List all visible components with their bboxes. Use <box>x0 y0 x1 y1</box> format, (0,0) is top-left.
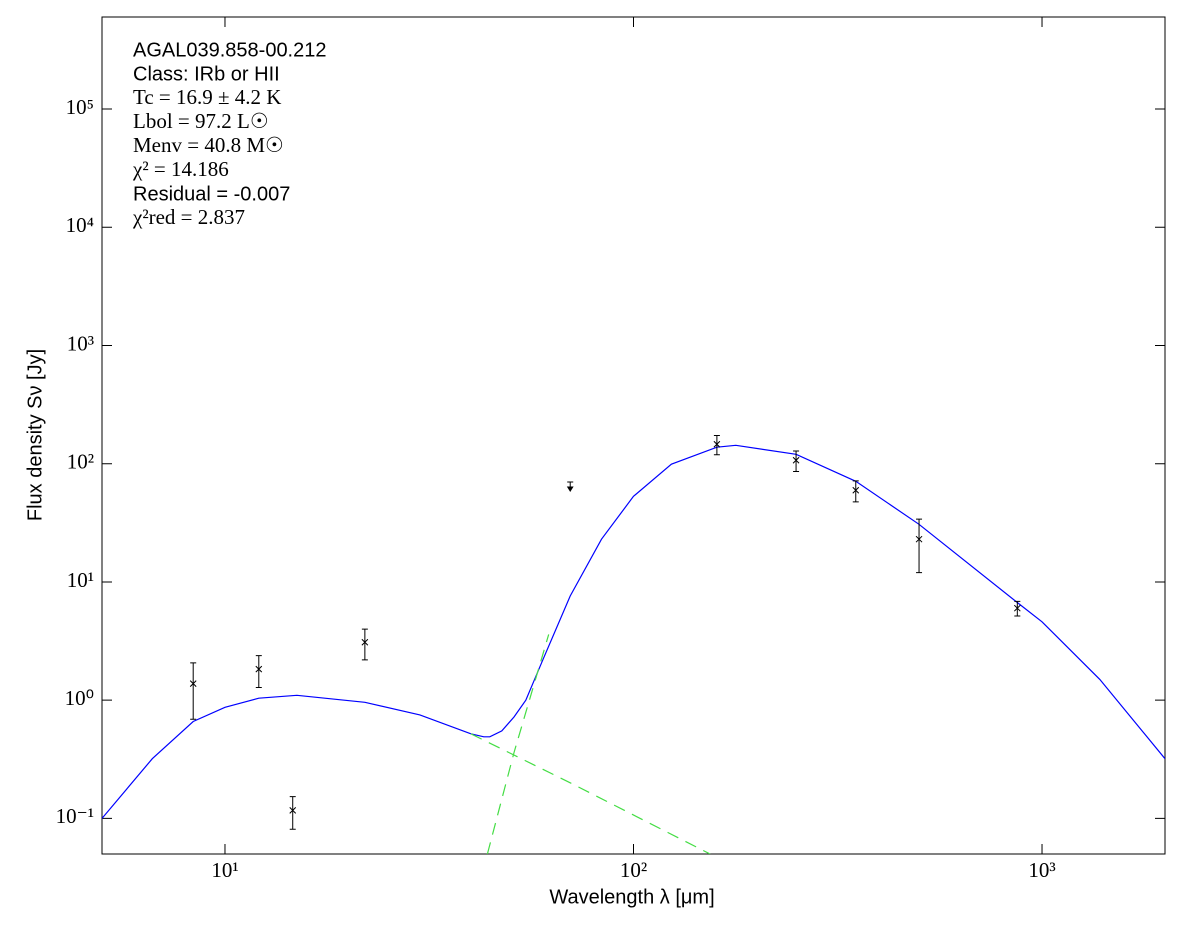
y-tick-label: 10⁵ <box>66 95 94 119</box>
annotation: Menv = 40.8 M☉ <box>133 133 284 157</box>
data-point <box>189 680 197 687</box>
annotation: χ² = 14.186 <box>132 157 229 181</box>
annotation: AGAL039.858-00.212 <box>133 39 327 61</box>
y-tick-label: 10⁴ <box>66 213 94 237</box>
error-bar <box>361 628 368 661</box>
error-bar <box>255 655 262 688</box>
y-tick-label: 10³ <box>67 331 94 355</box>
x-tick-label: 10³ <box>1028 858 1055 882</box>
annotation: Tc = 16.9 ± 4.2 K <box>133 85 281 109</box>
data-point <box>915 535 923 543</box>
data-point <box>289 806 297 814</box>
upper-limit <box>566 481 574 492</box>
data-point <box>713 440 721 448</box>
y-tick-label: 10⁰ <box>65 686 94 710</box>
error-bar <box>793 450 800 472</box>
x-axis-label: Wavelength λ [μm] <box>549 886 714 908</box>
model-line <box>470 733 711 854</box>
data-point <box>792 456 800 464</box>
error-bar <box>289 796 296 830</box>
data-point <box>1013 604 1021 612</box>
annotation: Lbol = 97.2 L☉ <box>133 109 269 133</box>
model-line <box>102 444 1165 819</box>
model-line <box>486 634 550 854</box>
error-bar <box>852 480 859 503</box>
y-axis-label: Flux density Sν [Jy] <box>24 349 46 521</box>
data-point <box>852 486 860 494</box>
data-point <box>255 665 263 673</box>
annotation: Class: IRb or HII <box>133 63 280 85</box>
y-tick-label: 10¹ <box>67 568 94 592</box>
annotation: Residual = -0.007 <box>133 183 290 205</box>
annotation: χ²red = 2.837 <box>132 205 245 229</box>
x-tick-label: 10² <box>620 858 647 882</box>
error-bar <box>713 435 720 456</box>
error-bar <box>190 662 197 720</box>
data-point <box>361 638 369 646</box>
y-tick-label: 10² <box>67 450 94 474</box>
error-bar <box>916 518 923 574</box>
y-tick-label: 10⁻¹ <box>56 804 94 828</box>
x-tick-label: 10¹ <box>211 858 238 882</box>
